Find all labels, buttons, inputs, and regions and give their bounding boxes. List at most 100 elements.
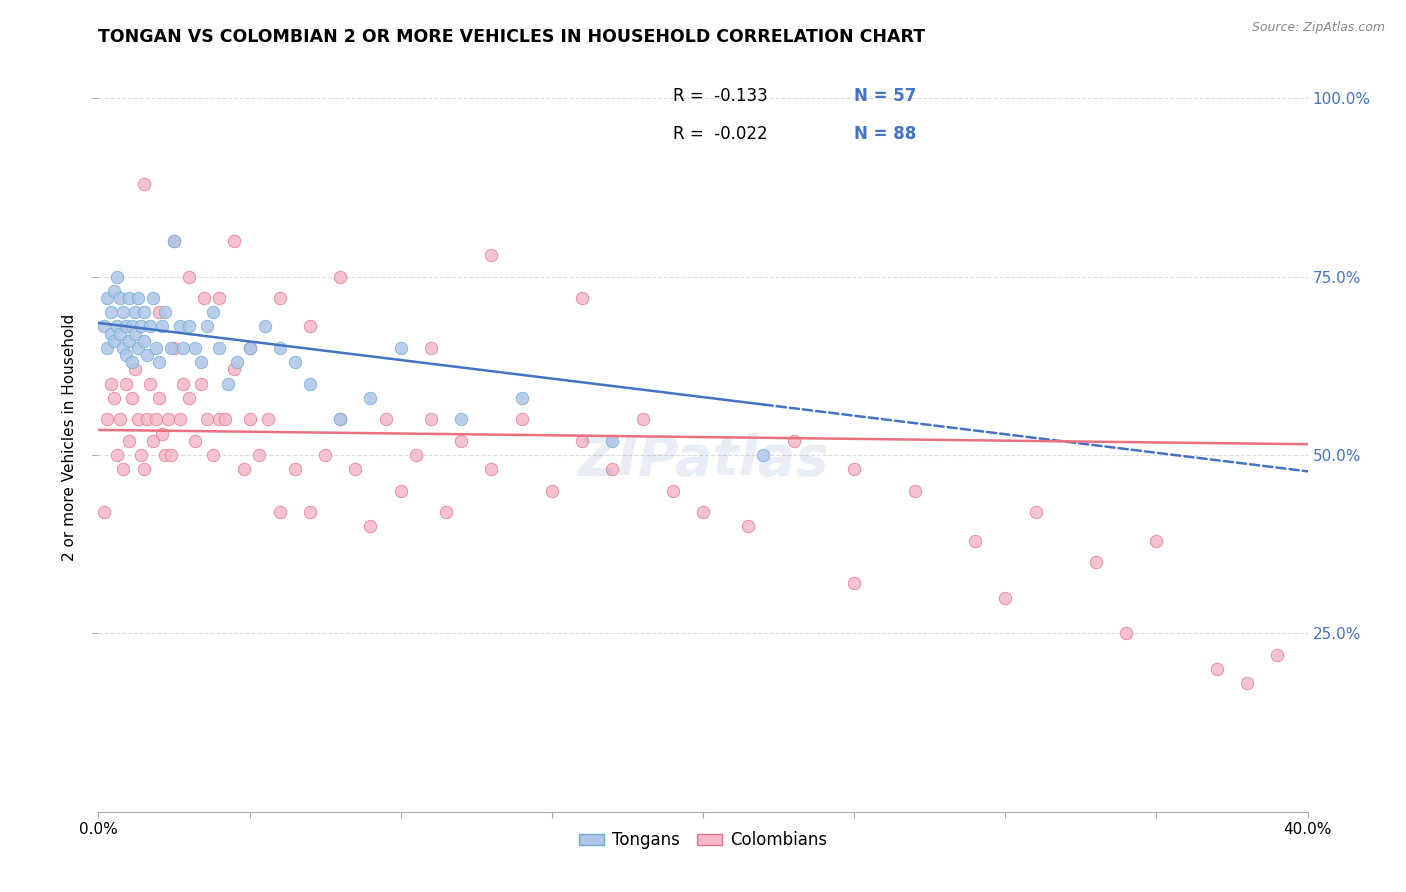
Point <box>132 305 155 319</box>
Point <box>217 376 239 391</box>
Point <box>108 291 131 305</box>
Point <box>1024 505 1046 519</box>
Text: N = 88: N = 88 <box>855 125 917 143</box>
Point <box>111 341 134 355</box>
Point <box>145 412 167 426</box>
Point <box>142 291 165 305</box>
Point <box>190 376 212 391</box>
Point <box>247 448 270 462</box>
Point <box>160 448 183 462</box>
Point <box>124 305 146 319</box>
Point <box>142 434 165 448</box>
Point <box>329 269 352 284</box>
Point <box>153 305 176 319</box>
Point <box>389 483 412 498</box>
Point <box>150 426 173 441</box>
Point <box>105 448 128 462</box>
Text: Source: ZipAtlas.com: Source: ZipAtlas.com <box>1251 21 1385 34</box>
Point <box>190 355 212 369</box>
Point <box>1144 533 1167 548</box>
Point <box>96 291 118 305</box>
Point <box>105 269 128 284</box>
Point <box>299 319 322 334</box>
Point <box>163 341 186 355</box>
Point <box>208 291 231 305</box>
Point <box>127 341 149 355</box>
Point <box>1236 676 1258 690</box>
Point <box>844 462 866 476</box>
Point <box>510 391 533 405</box>
Point <box>481 462 503 476</box>
Point <box>1115 626 1137 640</box>
Point <box>114 376 136 391</box>
Point <box>1206 662 1229 676</box>
Point <box>602 462 624 476</box>
Point <box>172 376 194 391</box>
Point <box>420 412 443 426</box>
Point <box>783 434 806 448</box>
Point <box>100 376 122 391</box>
Point <box>602 434 624 448</box>
Point <box>132 462 155 476</box>
Point <box>135 348 157 362</box>
Point <box>232 462 254 476</box>
Text: R =  -0.022: R = -0.022 <box>672 125 768 143</box>
Point <box>148 355 170 369</box>
Point <box>127 291 149 305</box>
Point <box>284 462 307 476</box>
Point <box>129 448 152 462</box>
Point <box>269 291 291 305</box>
Point <box>571 291 593 305</box>
Point <box>329 412 352 426</box>
Point <box>108 326 131 341</box>
Point <box>269 341 291 355</box>
Point <box>360 391 382 405</box>
Text: R =  -0.133: R = -0.133 <box>672 87 768 105</box>
Point <box>389 341 412 355</box>
Point <box>510 412 533 426</box>
Point <box>163 234 186 248</box>
Point <box>692 505 714 519</box>
Point <box>239 341 262 355</box>
Point <box>239 412 262 426</box>
Point <box>314 448 336 462</box>
Point <box>148 305 170 319</box>
Point <box>148 391 170 405</box>
Point <box>571 434 593 448</box>
Point <box>156 412 179 426</box>
Point <box>114 348 136 362</box>
Point <box>124 326 146 341</box>
Point <box>121 355 143 369</box>
Point <box>360 519 382 533</box>
Point <box>540 483 562 498</box>
Point <box>253 319 276 334</box>
Point <box>195 412 218 426</box>
Point <box>118 334 141 348</box>
Point <box>208 412 231 426</box>
Text: N = 57: N = 57 <box>855 87 917 105</box>
Point <box>481 248 503 262</box>
Point <box>405 448 427 462</box>
Point <box>631 412 654 426</box>
Point <box>169 319 191 334</box>
Point <box>96 341 118 355</box>
Point <box>100 305 122 319</box>
Point <box>224 234 246 248</box>
Point <box>661 483 683 498</box>
Point <box>256 412 278 426</box>
Point <box>114 319 136 334</box>
Point <box>124 362 146 376</box>
Point <box>226 355 249 369</box>
Point <box>844 576 866 591</box>
Point <box>374 412 396 426</box>
Point <box>329 412 352 426</box>
Point <box>737 519 759 533</box>
Point <box>904 483 927 498</box>
Point <box>103 284 125 298</box>
Text: ZIPatlas: ZIPatlas <box>578 433 828 486</box>
Point <box>96 412 118 426</box>
Point <box>299 376 322 391</box>
Point <box>139 376 162 391</box>
Point <box>239 341 262 355</box>
Point <box>160 341 183 355</box>
